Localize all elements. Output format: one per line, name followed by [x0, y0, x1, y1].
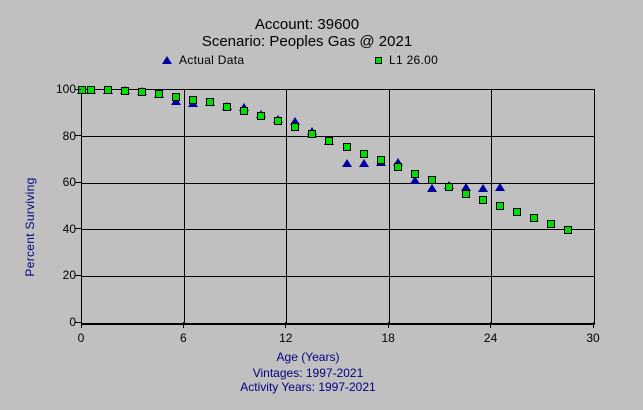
l1-curve-point	[188, 95, 197, 104]
l1-curve-point	[564, 225, 573, 234]
vertical-gridline	[491, 90, 493, 323]
legend-label-actual-data: Actual Data	[179, 53, 245, 67]
vertical-gridline	[286, 90, 288, 323]
x-axis-tick-label: 12	[279, 331, 293, 345]
x-axis-tick	[285, 322, 287, 328]
actual-data-point	[170, 96, 181, 105]
l1-curve-point	[427, 176, 436, 185]
actual-data-point	[409, 176, 420, 185]
l1-curve-point	[496, 202, 505, 211]
y-axis-tick-label: 0	[69, 315, 76, 329]
l1-curve-point	[462, 189, 470, 198]
actual-data-point	[495, 183, 506, 192]
l1-curve-point	[308, 129, 317, 138]
l1-curve-point	[530, 214, 539, 223]
l1-curve-point	[137, 88, 146, 97]
l1-curve-point	[103, 86, 112, 95]
l1-curve-point	[274, 117, 283, 126]
legend-item-l1-curve: L1 26.00	[375, 53, 438, 67]
l1-curve-point	[393, 163, 402, 172]
triangle-marker-icon	[162, 56, 172, 64]
x-axis-tick	[592, 322, 594, 328]
l1-curve-point	[223, 102, 232, 111]
horizontal-gridline	[82, 275, 594, 277]
y-axis-tick-label: 20	[62, 268, 76, 283]
y-axis-tick-label: 40	[62, 221, 76, 236]
horizontal-gridline	[82, 136, 594, 138]
x-axis-tick-label: 24	[483, 331, 498, 345]
actual-data-point	[392, 157, 403, 166]
plot-area	[77, 86, 595, 325]
y-axis-tick	[75, 274, 81, 276]
y-axis-tick-label: 60	[62, 175, 76, 190]
actual-data-point	[358, 158, 369, 167]
y-axis-tick	[75, 321, 81, 323]
x-axis-tick	[490, 322, 492, 328]
l1-curve-point	[376, 155, 385, 164]
l1-curve-point	[325, 136, 334, 145]
l1-curve-point	[171, 92, 180, 101]
l1-curve-point	[78, 86, 86, 94]
x-axis-title: Age (Years)	[276, 350, 340, 364]
l1-curve-point	[291, 123, 300, 132]
vertical-gridline	[183, 90, 185, 323]
l1-curve-point	[513, 208, 522, 217]
horizontal-gridline	[82, 182, 594, 184]
actual-data-point	[461, 183, 471, 192]
y-axis-title: Percent Surviving	[23, 177, 37, 277]
x-axis-tick	[80, 322, 82, 328]
l1-curve-point	[257, 111, 266, 120]
actual-data-point	[426, 184, 437, 193]
chart-title-account: Account: 39600	[254, 16, 360, 33]
y-axis-tick-label: 100	[55, 82, 76, 96]
activity-years-label: Activity Years: 1997-2021	[240, 380, 376, 394]
l1-curve-point	[206, 98, 214, 107]
actual-data-point	[341, 158, 352, 167]
vintages-label: Vintages: 1997-2021	[252, 366, 364, 380]
horizontal-gridline	[82, 229, 594, 231]
y-axis-tick	[75, 88, 81, 90]
legend-label-l1-curve: L1 26.00	[389, 53, 439, 67]
x-axis-tick-label: 30	[586, 331, 600, 345]
l1-curve-point	[479, 196, 488, 205]
l1-curve-point	[120, 86, 129, 95]
x-axis-tick-label: 0	[77, 331, 85, 345]
legend-item-actual-data: Actual Data	[162, 53, 244, 67]
actual-data-point	[290, 117, 301, 126]
l1-curve-point	[444, 182, 453, 191]
chart-title-scenario: Scenario: Peoples Gas @ 2021	[201, 33, 413, 50]
y-axis-tick	[75, 135, 81, 137]
l1-curve-point	[359, 149, 368, 158]
x-axis-tick-label: 6	[180, 331, 187, 345]
y-axis-tick-label: 80	[62, 128, 76, 143]
y-axis-tick	[75, 228, 81, 230]
x-axis-tick	[387, 322, 389, 328]
l1-curve-point	[342, 143, 351, 152]
l1-curve-point	[410, 169, 419, 178]
l1-curve-point	[240, 106, 249, 115]
l1-curve-point	[86, 86, 95, 94]
square-marker-icon	[375, 56, 382, 64]
l1-curve-point	[547, 219, 556, 228]
vertical-gridline	[388, 90, 390, 323]
actual-data-point	[478, 183, 489, 192]
y-axis-tick	[75, 181, 81, 183]
x-axis-tick	[182, 322, 184, 328]
l1-curve-point	[154, 90, 163, 99]
x-axis-tick-label: 18	[381, 331, 395, 345]
